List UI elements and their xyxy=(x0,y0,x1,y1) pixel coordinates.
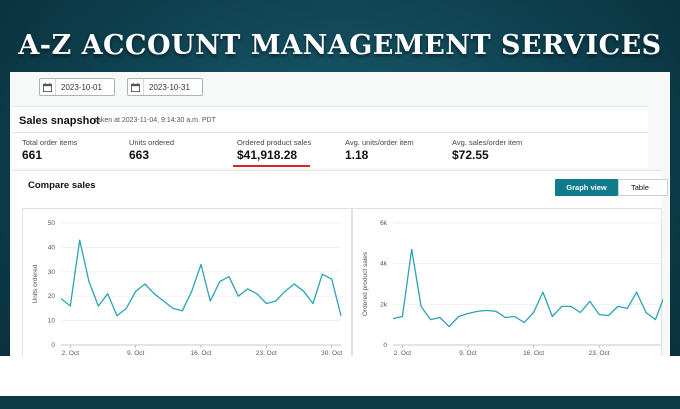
white-strip xyxy=(0,356,680,396)
y-tick-label: 40 xyxy=(48,244,56,251)
x-tick-label: 23. Oct xyxy=(589,350,610,356)
snapshot-title: Sales snapshot xyxy=(19,115,100,127)
metric-avg-units-per-order-item: Avg. units/order item 1.18 xyxy=(345,138,414,162)
y-tick-label: 2k xyxy=(380,301,388,308)
metric-units-ordered: Units ordered 663 xyxy=(129,138,174,162)
metric-label: Ordered product sales xyxy=(237,138,312,147)
y-tick-label: 50 xyxy=(48,220,56,227)
x-tick-label: 23. Oct xyxy=(256,350,277,356)
start-date-picker[interactable]: 2023-10-01 xyxy=(39,78,115,96)
y-tick-label: 0 xyxy=(51,342,55,349)
divider xyxy=(12,132,648,133)
metric-label: Avg. units/order item xyxy=(345,138,414,147)
metric-value: 663 xyxy=(129,148,150,162)
metric-value: $41,918.28 xyxy=(237,148,298,162)
metric-label: Total order items xyxy=(22,138,78,147)
table-view-button[interactable]: Table xyxy=(618,179,668,196)
calendar-icon xyxy=(128,79,144,95)
ordered-product-sales-chart-svg: 0 2k 4k 6k 2. Oct 9. Oct 16. Oct 23. Oct Ordered… xyxy=(362,220,663,356)
compare-sales-section: Compare sales Graph view Table 0 10 20 30 40… xyxy=(12,170,668,356)
y-tick-label: 6k xyxy=(380,220,388,227)
y-tick-label: 20 xyxy=(48,293,56,300)
calendar-icon xyxy=(40,79,56,95)
start-date-value: 2023-10-01 xyxy=(61,82,102,92)
x-tick-label: 2. Oct xyxy=(394,350,412,356)
end-date-value: 2023-10-31 xyxy=(149,82,190,92)
y-tick-label: 10 xyxy=(48,318,56,325)
units-ordered-chart: 0 10 20 30 40 50 2. Oct 9. Oct 16. Oct 23. Oct 30.… xyxy=(22,208,352,356)
y-tick-label: 30 xyxy=(48,269,56,276)
y-tick-label: 0 xyxy=(383,342,387,349)
banner-title: A-Z ACCOUNT MANAGEMENT SERVICES xyxy=(18,30,662,61)
units-ordered-chart-svg: 0 10 20 30 40 50 2. Oct 9. Oct 16. Oct 23. Oct 30.… xyxy=(32,220,342,356)
y-axis-label: Units ordered xyxy=(32,264,39,303)
sales-snapshot: Sales snapshot taken at 2023-11-04, 9:14… xyxy=(12,106,648,168)
metric-label: Units ordered xyxy=(129,138,175,147)
metric-ordered-product-sales: Ordered product sales $41,918.28 xyxy=(237,138,311,162)
series-line xyxy=(61,239,342,317)
compare-sales-title: Compare sales xyxy=(28,180,96,191)
metric-value: 661 xyxy=(22,148,43,162)
y-tick-label: 4k xyxy=(380,261,388,268)
highlight-underline xyxy=(233,165,310,167)
x-tick-label: 9. Oct xyxy=(127,350,145,356)
end-date-picker[interactable]: 2023-10-31 xyxy=(127,78,203,96)
metric-label: Avg. sales/order item xyxy=(452,138,523,147)
metric-total-order-items: Total order items 661 xyxy=(22,138,77,162)
y-axis-label: Ordered product sales xyxy=(362,251,369,316)
series-line xyxy=(393,248,663,328)
x-tick-label: 30. Oct xyxy=(321,350,342,356)
graph-view-button[interactable]: Graph view xyxy=(555,179,618,196)
x-tick-label: 16. Oct xyxy=(523,350,544,356)
metric-avg-sales-per-order-item: Avg. sales/order item $72.55 xyxy=(452,138,522,162)
x-tick-label: 2. Oct xyxy=(62,350,80,356)
x-tick-label: 16. Oct xyxy=(191,350,212,356)
metric-value: 1.18 xyxy=(345,148,369,162)
bottom-band xyxy=(0,396,680,409)
snapshot-timestamp: taken at 2023-11-04, 9:14:30 a.m. PDT xyxy=(95,117,216,124)
sales-dashboard-panel: 2023-10-01 2023-10-31 Sales snapshot tak… xyxy=(10,72,670,356)
x-tick-label: 9. Oct xyxy=(459,350,477,356)
metric-value: $72.55 xyxy=(452,148,489,162)
ordered-product-sales-chart: 0 2k 4k 6k 2. Oct 9. Oct 16. Oct 23. Oct Ordered… xyxy=(352,208,663,356)
